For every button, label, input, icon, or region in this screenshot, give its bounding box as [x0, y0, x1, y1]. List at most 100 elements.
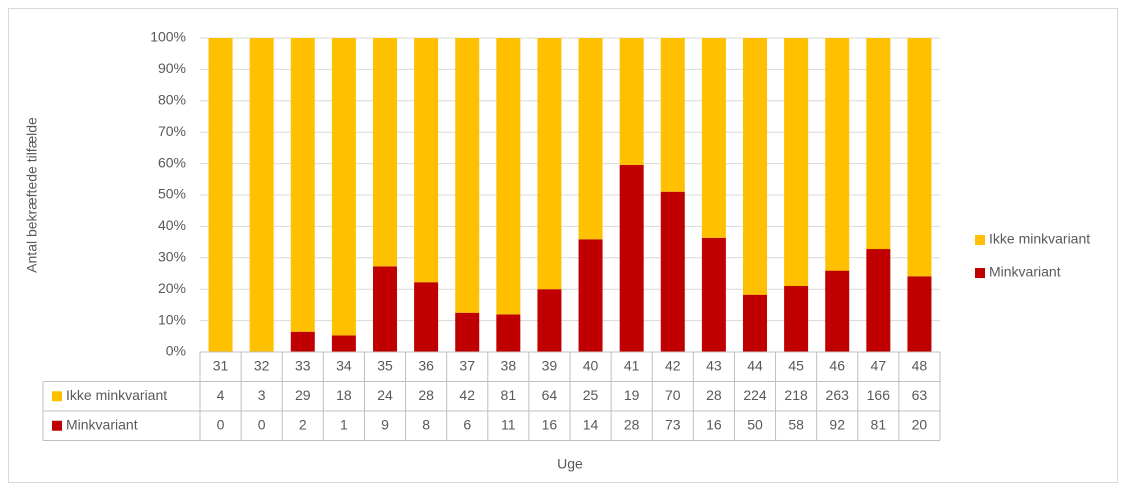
bar-segment [496, 38, 521, 315]
table-cell: 81 [501, 387, 517, 403]
table-cell: 4 [217, 387, 225, 403]
legend-label: Ikke minkvariant [989, 231, 1090, 247]
table-cell: 263 [826, 387, 850, 403]
table-cell: 28 [418, 387, 434, 403]
table-cell: 63 [912, 387, 928, 403]
x-tick-label: 33 [295, 357, 311, 373]
table-cell: 20 [912, 416, 928, 432]
chart-border [8, 8, 1118, 483]
table-cell: 18 [336, 387, 352, 403]
y-tick-label: 100% [150, 29, 186, 45]
y-tick-label: 90% [158, 60, 186, 76]
x-tick-label: 42 [665, 357, 681, 373]
x-tick-label: 43 [706, 357, 722, 373]
table-cell: 14 [583, 416, 599, 432]
table-cell: 224 [743, 387, 767, 403]
table-cell: 64 [542, 387, 558, 403]
bar-segment [537, 38, 562, 290]
x-tick-label: 35 [377, 357, 393, 373]
bar-segment [660, 191, 685, 352]
bar-segment [373, 38, 397, 267]
table-legend-key [52, 391, 62, 402]
table-cell: 16 [706, 416, 722, 432]
bar-segment [825, 270, 850, 352]
x-tick-label: 46 [829, 357, 845, 373]
table-cell: 73 [665, 416, 681, 432]
bar-segment [249, 38, 274, 352]
y-tick-label: 80% [158, 92, 186, 108]
table-cell: 166 [867, 387, 891, 403]
x-tick-label: 44 [747, 357, 763, 373]
bar-segment [866, 249, 891, 352]
table-cell: 92 [829, 416, 845, 432]
bar-segment [660, 38, 685, 192]
x-tick-label: 48 [912, 357, 928, 373]
bar-segment [907, 38, 932, 277]
bar-segment [825, 38, 850, 271]
table-cell: 16 [542, 416, 558, 432]
table-cell: 1 [340, 416, 348, 432]
x-tick-label: 38 [501, 357, 517, 373]
bar-segment [743, 294, 767, 352]
table-row-label: Ikke minkvariant [66, 387, 167, 403]
x-tick-label: 37 [459, 357, 475, 373]
bar-segment [496, 314, 521, 352]
y-tick-label: 70% [158, 123, 186, 139]
table-cell: 218 [784, 387, 808, 403]
bar-segment [414, 38, 439, 283]
bar-segment [701, 38, 726, 238]
y-tick-label: 40% [158, 217, 186, 233]
table-cell: 42 [459, 387, 475, 403]
bar-segment [455, 312, 480, 352]
x-tick-label: 36 [418, 357, 434, 373]
x-axis-title: Uge [557, 456, 583, 472]
table-cell: 11 [501, 416, 516, 432]
y-tick-label: 0% [166, 343, 186, 359]
bar-segment [619, 38, 644, 165]
table-row-label: Minkvariant [66, 416, 138, 432]
table-cell: 70 [665, 387, 681, 403]
bar-segment [784, 286, 809, 352]
y-tick-label: 30% [158, 249, 186, 265]
x-tick-label: 47 [871, 357, 887, 373]
table-cell: 29 [295, 387, 311, 403]
table-cell: 19 [624, 387, 640, 403]
x-tick-label: 34 [336, 357, 352, 373]
bar-segment [290, 38, 315, 332]
bar-segment [619, 164, 644, 352]
table-cell: 25 [583, 387, 599, 403]
table-cell: 6 [463, 416, 471, 432]
y-tick-label: 10% [158, 311, 186, 327]
table-cell: 24 [377, 387, 393, 403]
x-tick-label: 32 [254, 357, 270, 373]
bar-segment [331, 38, 356, 336]
table-cell: 28 [624, 416, 640, 432]
legend-label: Minkvariant [989, 264, 1061, 280]
table-legend-key [52, 420, 62, 431]
y-tick-label: 50% [158, 186, 186, 202]
x-tick-label: 39 [542, 357, 558, 373]
table-cell: 0 [258, 416, 266, 432]
table-cell: 28 [706, 387, 722, 403]
bar-segment [784, 38, 809, 287]
table-cell: 58 [788, 416, 804, 432]
bar-segment [578, 239, 603, 352]
x-tick-label: 40 [583, 357, 599, 373]
bar-segment [331, 335, 356, 352]
bar-segment [290, 331, 315, 352]
table-cell: 50 [747, 416, 763, 432]
table-cell: 9 [381, 416, 389, 432]
bar-segment [455, 38, 480, 313]
bar-segment [701, 237, 726, 352]
bar-segment [743, 38, 767, 295]
bar-segment [373, 266, 397, 352]
y-tick-label: 20% [158, 280, 186, 296]
bar-segment [866, 38, 891, 250]
legend-key [975, 235, 985, 245]
bar-segment [208, 38, 233, 352]
x-tick-label: 31 [213, 357, 229, 373]
bar-segment [414, 282, 439, 352]
table-cell: 81 [871, 416, 887, 432]
legend-key [975, 268, 985, 278]
